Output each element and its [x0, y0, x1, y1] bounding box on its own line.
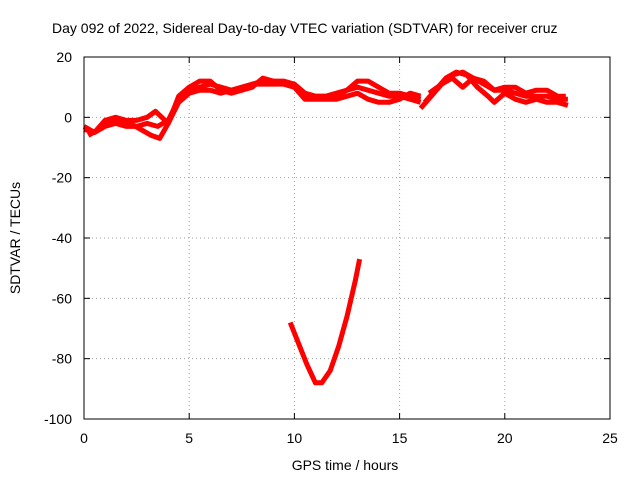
y-tick-label: 0	[64, 109, 72, 125]
x-tick-label: 15	[392, 430, 408, 446]
series-line-track-3	[82, 78, 422, 135]
series-line-dip	[287, 258, 363, 386]
x-tick-label: 10	[287, 430, 303, 446]
y-tick-label: 20	[56, 49, 72, 65]
plot-frame	[83, 56, 611, 420]
x-tick-label: 5	[185, 430, 193, 446]
y-tick-label: -80	[52, 351, 72, 367]
data-series	[82, 69, 569, 386]
x-axis-label: GPS time / hours	[292, 457, 399, 473]
series-line-track-5	[422, 69, 569, 108]
chart-title: Day 092 of 2022, Sidereal Day-to-day VTE…	[52, 20, 558, 36]
series-line-track-6	[427, 75, 566, 99]
y-tick-label: -100	[44, 411, 72, 427]
x-tick-label: 0	[80, 430, 88, 446]
x-tick-label: 25	[602, 430, 618, 446]
x-axis-ticks: 0 5 10 15 20 25	[80, 57, 618, 446]
y-tick-label: -40	[52, 230, 72, 246]
y-tick-label: -60	[52, 290, 72, 306]
y-axis-ticks: -100 -80 -60 -40 -20 0 20	[44, 49, 610, 427]
x-tick-label: 20	[497, 430, 513, 446]
series-line-track-2	[86, 75, 422, 141]
y-axis-label: SDTVAR / TECUs	[7, 182, 23, 294]
grid	[84, 57, 610, 419]
y-tick-label: -20	[52, 170, 72, 186]
